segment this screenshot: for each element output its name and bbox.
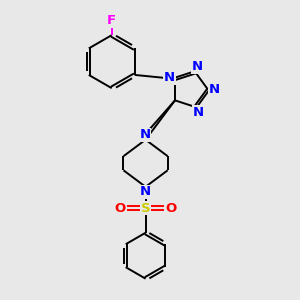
Text: N: N (191, 61, 203, 74)
Text: O: O (114, 202, 126, 214)
Text: S: S (141, 202, 150, 214)
Text: N: N (193, 106, 204, 119)
Text: F: F (107, 14, 116, 27)
Text: N: N (140, 185, 151, 198)
Text: N: N (209, 83, 220, 96)
Text: N: N (140, 128, 151, 141)
Text: O: O (166, 202, 177, 214)
Text: N: N (164, 71, 175, 84)
